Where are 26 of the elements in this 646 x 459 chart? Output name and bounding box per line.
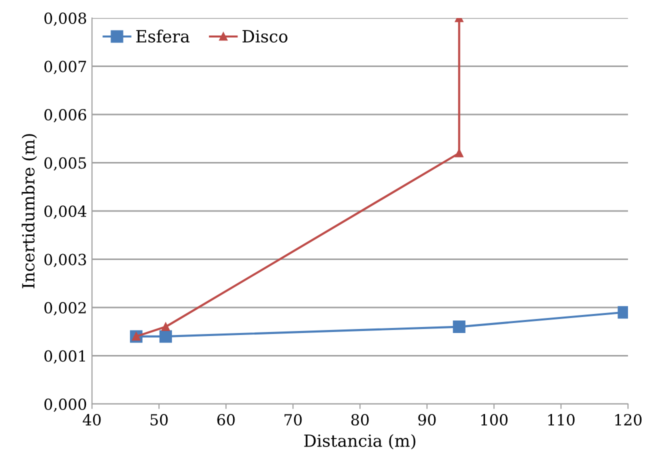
point [162, 322, 170, 331]
x-tick-label: 90 [418, 414, 436, 426]
y-tick-label: 0,006 [44, 108, 86, 122]
x-tick-label: 120 [615, 414, 642, 426]
x-tick-label: 40 [82, 414, 101, 426]
point [159, 330, 172, 343]
x-tick-label: 100 [481, 414, 508, 426]
point [452, 320, 466, 334]
y-tick-label: 0,003 [44, 254, 86, 268]
y-tick-label: 0,004 [44, 205, 86, 219]
x-tick-label: 50 [150, 414, 168, 426]
x-tick-label: 110 [548, 414, 575, 426]
y-tick-label: 0,007 [44, 60, 86, 74]
y-tick-label: 0,000 [44, 398, 86, 412]
y-tick-label: 0,002 [44, 302, 86, 316]
x-tick-label: 60 [217, 414, 235, 426]
y-tick-label: 0,008 [44, 12, 86, 26]
y-tick-label: 0,001 [44, 350, 85, 364]
x-axis-title: Distancia (m) [304, 434, 416, 450]
x-tick-label: 70 [284, 414, 302, 426]
point [454, 148, 464, 158]
legend-label: Disco [242, 30, 288, 43]
y-tick-label: 0,005 [44, 157, 86, 171]
y-axis-title: Incertidumbre (m) [22, 134, 37, 288]
x-tick-label: 80 [351, 414, 369, 426]
legend-label: Esfera [136, 30, 190, 43]
